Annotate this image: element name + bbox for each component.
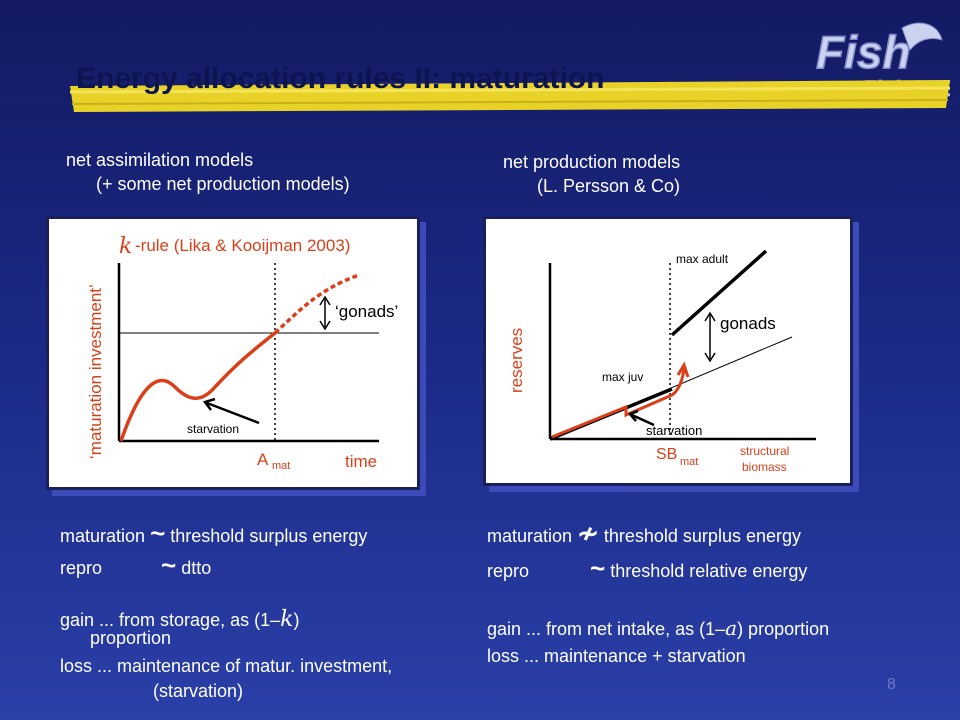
left-gain-line-2: proportion: [90, 628, 172, 648]
right-y-label: reserves: [507, 328, 526, 393]
right-max-adult-label: max adult: [676, 252, 729, 266]
left-row-repro-text: dtto: [181, 558, 212, 578]
right-sbmat-label: SB: [656, 446, 677, 463]
left-investment-curve: [119, 331, 277, 442]
right-max-juv-label: max juv: [602, 370, 643, 384]
right-row-repro-text: threshold relative energy: [610, 561, 808, 581]
title-highlight: [70, 80, 950, 112]
right-heading-2: (L. Persson & Co): [537, 176, 681, 196]
left-starvation-arrow: [206, 401, 260, 425]
left-loss-line-2: (starvation): [153, 681, 244, 701]
right-row-maturation-sym: ≁: [577, 518, 599, 548]
left-row-maturation-sym: ~: [150, 518, 166, 548]
left-loss-line-1: loss ... maintenance of matur. investmen…: [60, 656, 393, 676]
right-gain-text: gain ... from net intake, as (1–: [487, 619, 726, 639]
right-row-repro: repro ~ threshold relative energy: [487, 553, 807, 584]
left-gain-end: ): [293, 610, 300, 630]
right-gain-line: gain ... from net intake, as (1–a) propo…: [487, 616, 829, 640]
right-sbmat-sub: mat: [680, 456, 698, 468]
right-row-maturation-label: maturation: [487, 526, 573, 546]
left-kappa-symbol: k: [119, 234, 132, 259]
right-row-repro-label: repro: [487, 561, 530, 581]
right-starvation-arrow: [631, 413, 655, 427]
page-number: 8: [887, 676, 896, 693]
left-gonads-label: ‘gonads’: [335, 302, 398, 321]
right-gonads-label: gonads: [720, 314, 776, 333]
right-chart: max adult max juv gonads starvation SB m…: [507, 249, 816, 474]
right-gain-end: ) proportion: [737, 619, 830, 639]
right-starvation-label: starvation: [646, 423, 702, 438]
right-row-repro-sym: ~: [590, 553, 606, 583]
right-row-maturation: maturation ≁ threshold surplus energy: [487, 518, 801, 549]
left-amat-sub: mat: [272, 460, 290, 472]
left-heading-1: net assimilation models: [66, 150, 254, 170]
left-row-maturation-label: maturation: [60, 526, 146, 546]
right-loss-line: loss ... maintenance + starvation: [487, 646, 746, 666]
right-max-adult-line: [670, 249, 768, 337]
logo-text-top: Fish: [816, 26, 911, 78]
right-row-maturation-text: threshold surplus energy: [603, 526, 801, 546]
right-heading-1: net production models: [503, 152, 681, 172]
left-x-label: time: [345, 452, 377, 471]
right-chart-panel: max adult max juv gonads starvation SB m…: [483, 216, 853, 486]
left-row-maturation-text: threshold surplus energy: [170, 526, 368, 546]
left-row-repro-label: repro: [60, 558, 103, 578]
left-gain-kappa: k: [280, 607, 294, 632]
left-starvation-label: starvation: [187, 422, 239, 436]
left-y-label: ‘maturation investment’: [86, 284, 105, 459]
slide-title: Energy allocation rules II: maturation: [76, 62, 605, 95]
right-x-label-2: biomass: [742, 460, 787, 474]
left-chart: k -rule (Lika & Kooijman 2003) ‘gonads’ …: [86, 234, 398, 472]
left-row-repro-sym: ~: [161, 550, 177, 580]
left-amat-label: A: [257, 450, 269, 469]
left-gonads-curve: [273, 273, 360, 335]
right-x-label-1: structural: [740, 444, 789, 458]
left-chart-panel: k -rule (Lika & Kooijman 2003) ‘gonads’ …: [46, 216, 420, 490]
left-row-repro: repro ~ dtto: [60, 550, 211, 581]
left-heading-2: (+ some net production models): [96, 174, 350, 194]
right-gain-alpha: a: [725, 616, 738, 640]
left-gain-text: gain ... from storage, as (1–: [60, 610, 281, 630]
left-rule-label: -rule (Lika & Kooijman 2003): [135, 236, 350, 255]
left-row-maturation: maturation ~ threshold surplus energy: [60, 518, 367, 549]
left-gain-line: gain ... from storage, as (1–k): [60, 607, 299, 632]
